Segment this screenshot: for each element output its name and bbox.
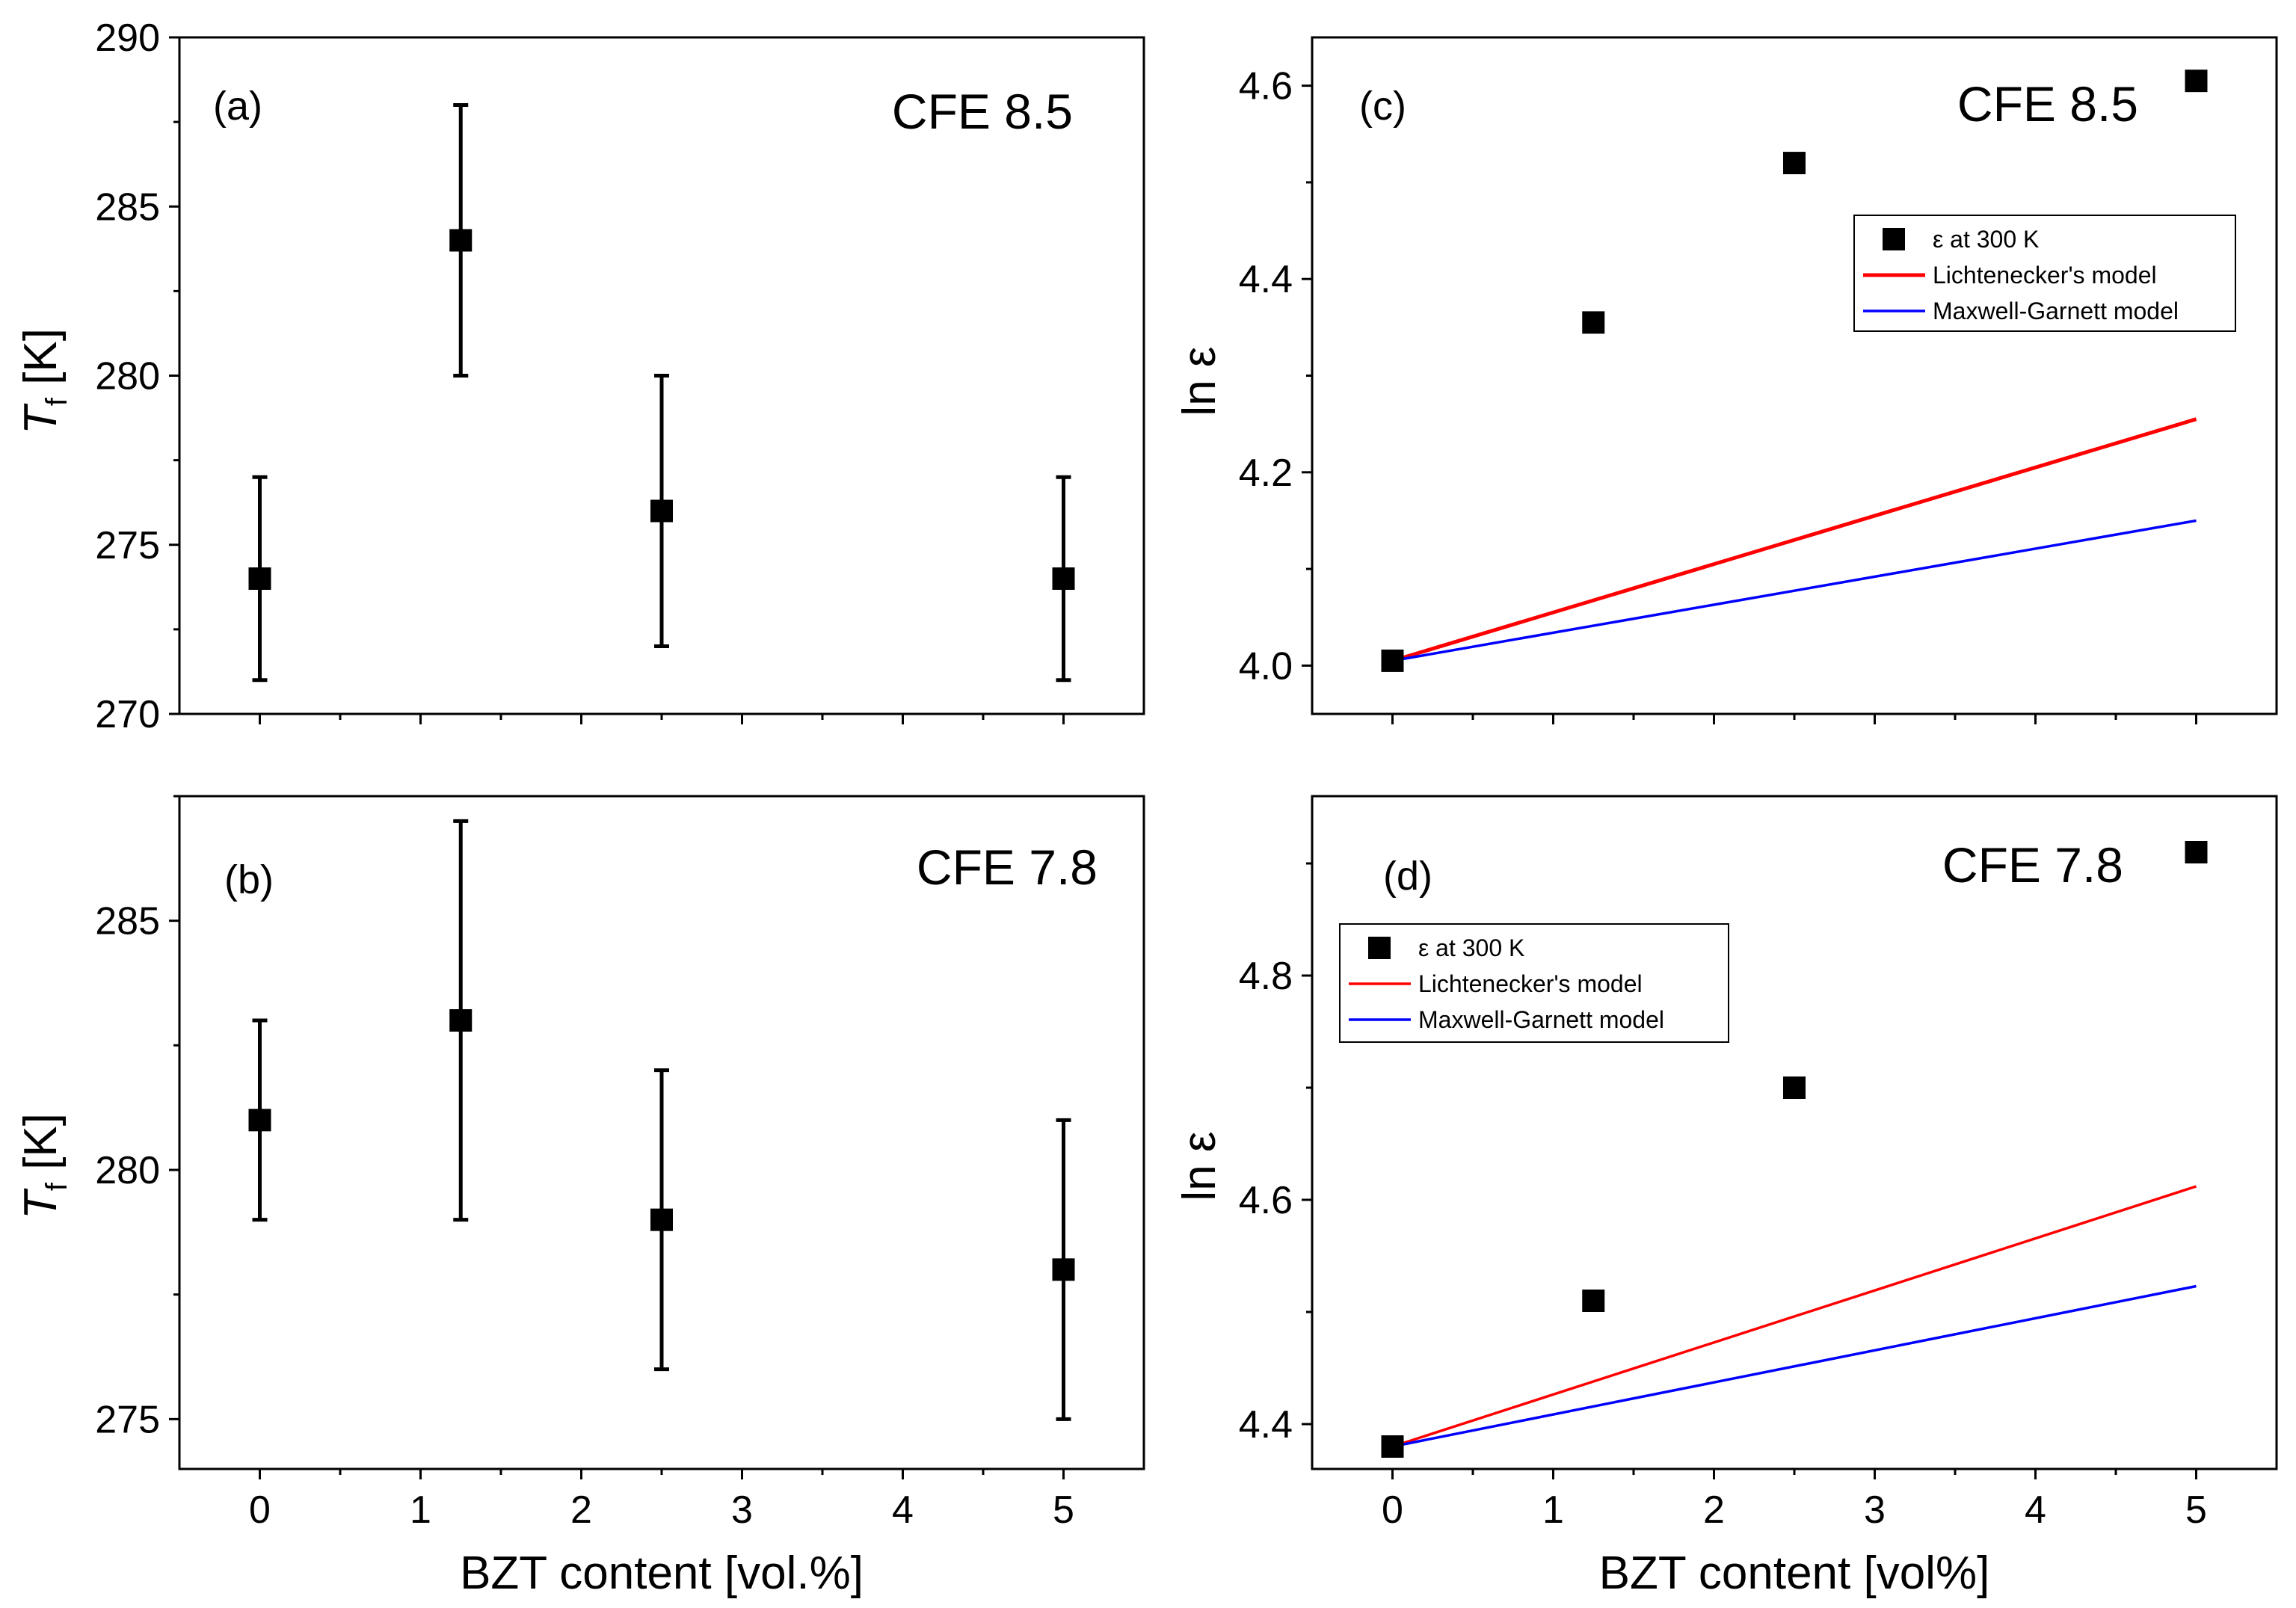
panel-label: (c) xyxy=(1359,84,1406,129)
y-tick-label: 4.4 xyxy=(1239,1403,1293,1447)
legend-entry-label: Lichtenecker's model xyxy=(1418,970,1643,997)
data-point xyxy=(1381,649,1404,672)
y-axis-title: Tf [K] xyxy=(15,328,73,434)
y-axis-title: ln ε xyxy=(1174,346,1225,416)
sample-label: CFE 8.5 xyxy=(1957,76,2138,132)
y-tick-label: 4.4 xyxy=(1239,258,1293,301)
x-tick-label: 5 xyxy=(2185,1488,2207,1532)
x-tick-label: 2 xyxy=(570,1488,592,1532)
plot-frame xyxy=(1311,36,2278,715)
data-point xyxy=(650,1208,673,1231)
legend-marker-swatch xyxy=(1883,228,1905,250)
data-point xyxy=(1052,1258,1075,1281)
legend-entry-label: Maxwell-Garnett model xyxy=(1933,298,2179,324)
data-point xyxy=(248,1109,271,1132)
y-tick-label: 4.6 xyxy=(1239,1179,1293,1222)
x-tick-label: 2 xyxy=(1703,1488,1725,1532)
data-point xyxy=(449,1009,473,1032)
panel-d: 0 1 2 3 4 5 4.4 4.6 4.8 ln ε BZT content [vol%] (d)… xyxy=(1174,795,2278,1599)
y-axis-title: Tf [K] xyxy=(15,1113,73,1219)
panel-label: (b) xyxy=(224,857,274,902)
data-point xyxy=(1582,311,1605,334)
y-tick-label: 275 xyxy=(95,524,160,567)
model-line xyxy=(1391,1185,2197,1448)
data-point xyxy=(248,567,271,590)
x-tick-label: 5 xyxy=(1053,1488,1074,1532)
legend-entry-label: ε at 300 K xyxy=(1418,934,1524,961)
y-tick-label: 280 xyxy=(95,1149,160,1192)
sample-label: CFE 7.8 xyxy=(917,840,1098,895)
model-line xyxy=(1392,1284,2197,1448)
y-axis-title-symbol: T xyxy=(15,403,67,434)
x-axis-title: BZT content [vol.%] xyxy=(460,1547,864,1599)
y-axis-title-unit: [K] xyxy=(15,1113,67,1183)
data-point xyxy=(2185,70,2208,93)
x-tick-label: 4 xyxy=(892,1488,914,1532)
legend-entry-label: Maxwell-Garnett model xyxy=(1418,1006,1664,1033)
y-tick-label: 270 xyxy=(95,693,160,736)
y-tick-label: 285 xyxy=(95,185,160,229)
panel-b: 0 1 2 3 4 5 275 280 285 Tf [K] BZT content [vol.%]… xyxy=(15,795,1145,1599)
x-tick-label: 1 xyxy=(410,1488,431,1532)
x-tick-label: 1 xyxy=(1542,1488,1564,1532)
model-line xyxy=(1392,519,2197,662)
data-point xyxy=(2185,841,2208,863)
panel-label: (a) xyxy=(213,84,262,129)
data-point xyxy=(1783,1076,1806,1099)
data-point xyxy=(1052,567,1075,590)
legend-entry-label: Lichtenecker's model xyxy=(1933,262,2157,289)
y-tick-label: 285 xyxy=(95,900,160,943)
data-point xyxy=(1783,152,1806,175)
y-tick-label: 4.2 xyxy=(1239,452,1293,495)
y-tick-label: 280 xyxy=(95,355,160,398)
y-axis-title-subscript: f xyxy=(40,1182,73,1191)
data-point xyxy=(1381,1435,1404,1458)
data-point xyxy=(449,229,473,252)
data-point xyxy=(650,499,673,523)
model-line xyxy=(1391,417,2197,663)
plot-frame xyxy=(1311,795,2278,1470)
x-tick-label: 3 xyxy=(1864,1488,1886,1532)
y-tick-label: 4.8 xyxy=(1239,955,1293,998)
legend-marker-swatch xyxy=(1368,937,1391,959)
y-axis-title-symbol: T xyxy=(15,1188,67,1219)
x-tick-label: 0 xyxy=(249,1488,271,1532)
y-tick-label: 275 xyxy=(95,1398,160,1441)
data-point xyxy=(1582,1290,1605,1312)
sample-label: CFE 7.8 xyxy=(1942,837,2123,893)
y-axis-title-subscript: f xyxy=(40,397,73,406)
sample-label: CFE 8.5 xyxy=(892,84,1073,139)
legend: ε at 300 K Lichtenecker's model Maxwell-Ga… xyxy=(1339,923,1729,1043)
panel-a: 270 275 280 285 290 Tf [K] (a) CFE 8.5 xyxy=(15,16,1145,736)
x-axis-title: BZT content [vol%] xyxy=(1599,1547,1990,1599)
x-tick-label: 3 xyxy=(731,1488,753,1532)
legend-entry-label: ε at 300 K xyxy=(1933,226,2039,253)
x-tick-label: 4 xyxy=(2025,1488,2046,1532)
y-axis-title-unit: [K] xyxy=(15,328,67,398)
y-axis-title: ln ε xyxy=(1174,1131,1225,1201)
x-tick-label: 0 xyxy=(1382,1488,1403,1532)
panel-c: 4.0 4.2 4.4 4.6 ln ε (c) CFE 8.5 ε at 300 K Lich… xyxy=(1174,36,2278,724)
y-tick-label: 4.0 xyxy=(1239,644,1293,688)
legend: ε at 300 K Lichtenecker's model Maxwell-Ga… xyxy=(1853,215,2236,332)
y-tick-label: 290 xyxy=(95,16,160,60)
y-tick-label: 4.6 xyxy=(1239,65,1293,108)
panel-label: (d) xyxy=(1383,854,1432,899)
